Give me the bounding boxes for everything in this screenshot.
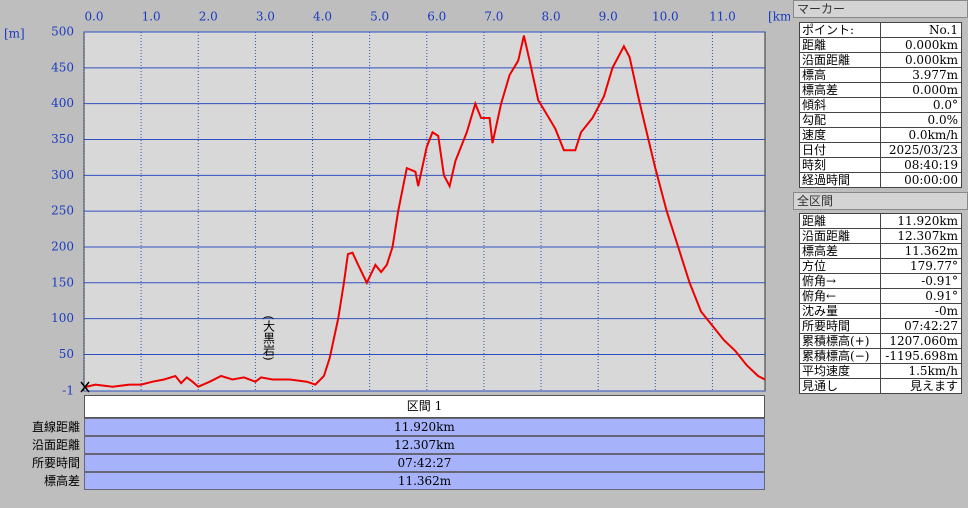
x-tick-label: 2.0 (199, 10, 218, 24)
key: 沿面距離 (799, 228, 881, 244)
x-tick-label: 10.0 (652, 10, 679, 24)
value: 1.5km/h (880, 363, 962, 379)
key: 見通し (799, 378, 881, 394)
value: 07:42:27 (880, 318, 962, 334)
y-tick-label: 400 (51, 96, 74, 110)
value: 0.000km (880, 37, 962, 53)
value: 0.91° (880, 288, 962, 304)
value: -0m (880, 303, 962, 319)
key: 俯角→ (799, 273, 881, 289)
x-unit: [km] (768, 10, 790, 24)
x-tick-label: 3.0 (256, 10, 275, 24)
key: ポイント: (799, 22, 881, 38)
key: 平均速度 (799, 363, 881, 379)
value: 1207.060m (880, 333, 962, 349)
x-tick-label: 4.0 (313, 10, 332, 24)
start-marker (80, 381, 90, 393)
row-label: 沿面距離 (31, 438, 80, 452)
y-tick-label: 300 (51, 168, 74, 182)
value: 0.0° (880, 97, 962, 113)
elevation-line (83, 35, 766, 389)
value: 12.307km (880, 228, 962, 244)
x-tick-label: 11.0 (709, 10, 736, 24)
value: No.1 (880, 22, 962, 38)
x-tick-label: 5.0 (370, 10, 389, 24)
key: 速度 (799, 127, 881, 143)
row-value: 12.307km (84, 436, 765, 454)
value: 11.920km (880, 213, 962, 229)
key: 勾配 (799, 112, 881, 128)
y-tick-label: -1 (62, 384, 74, 396)
key: 標高差 (799, 243, 881, 259)
x-tick-label: 1.0 (142, 10, 161, 24)
row-value: 07:42:27 (84, 454, 765, 472)
row-label: 直線距離 (31, 420, 80, 434)
value: 3.977m (880, 67, 962, 83)
y-tick-label: 50 (59, 347, 74, 361)
value: -0.91° (880, 273, 962, 289)
value: 0.000m (880, 82, 962, 98)
x-tick-label: 6.0 (427, 10, 446, 24)
row-value: 11.920km (84, 418, 765, 436)
panel-title: マーカー (793, 0, 968, 18)
key: 所要時間 (799, 318, 881, 334)
key: 日付 (799, 142, 881, 158)
key: 距離 (799, 37, 881, 53)
key: 沿面距離 (799, 52, 881, 68)
y-tick-label: 250 (51, 204, 74, 218)
value: -1195.698m (880, 348, 962, 364)
panel-title: 全区間 (793, 192, 968, 210)
key: 俯角← (799, 288, 881, 304)
key: 時刻 (799, 157, 881, 173)
value: 0.0% (880, 112, 962, 128)
value: 179.77° (880, 258, 962, 274)
row-label: 標高差 (43, 474, 80, 488)
y-tick-label: 150 (51, 275, 74, 289)
value: 0.000km (880, 52, 962, 68)
row-value: 11.362m (84, 472, 765, 490)
y-tick-label: 450 (51, 60, 74, 74)
section-header: 区間 1 (84, 395, 765, 418)
annotation: (大黒岩) (262, 315, 276, 360)
key: 方位 (799, 258, 881, 274)
key: 沈み量 (799, 303, 881, 319)
row-label: 所要時間 (31, 456, 80, 470)
x-tick-label: 0.0 (84, 10, 103, 24)
chart: [m] [km] -1 50 100 150 200 250 300 350 400 450 500… (4, 10, 790, 396)
x-tick-label: 8.0 (542, 10, 561, 24)
key: 距離 (799, 213, 881, 229)
value: 08:40:19 (880, 157, 962, 173)
value: 11.362m (880, 243, 962, 259)
value: 2025/03/23 (880, 142, 962, 158)
x-tick-label: 9.0 (599, 10, 618, 24)
x-tick-label: 7.0 (484, 10, 503, 24)
value: 0.0km/h (880, 127, 962, 143)
y-unit: [m] (4, 27, 25, 41)
key: 累積標高(+) (799, 333, 881, 349)
y-tick-label: 100 (51, 311, 74, 325)
key: 傾斜 (799, 97, 881, 113)
y-tick-label: 500 (51, 25, 74, 39)
key: 標高差 (799, 82, 881, 98)
y-tick-label: 350 (51, 132, 74, 146)
key: 経過時間 (799, 172, 881, 188)
value: 00:00:00 (880, 172, 962, 188)
value: 見えます (880, 378, 962, 394)
key: 標高 (799, 67, 881, 83)
key: 累積標高(−) (799, 348, 881, 364)
y-tick-label: 200 (51, 239, 74, 253)
